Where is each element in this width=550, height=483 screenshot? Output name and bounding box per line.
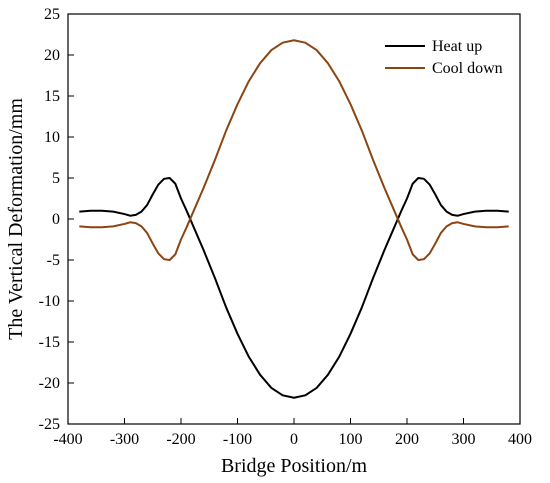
x-tick-label: 400	[508, 431, 532, 448]
y-tick-label: 15	[44, 88, 60, 105]
x-tick-label: 100	[339, 431, 363, 448]
legend-label: Heat up	[432, 38, 482, 55]
x-tick-label: 200	[395, 431, 419, 448]
x-tick-label: -400	[53, 431, 82, 448]
x-tick-label: 0	[290, 431, 298, 448]
y-tick-label: 10	[44, 129, 60, 146]
y-tick-label: -15	[39, 334, 60, 351]
series-line-cool-down	[79, 39, 509, 261]
y-axis-label: The Vertical Deformation/mm	[5, 98, 27, 340]
series-layer	[79, 39, 509, 399]
x-tick-label: -300	[110, 431, 139, 448]
legend-label: Cool down	[432, 60, 503, 77]
y-tick-label: -10	[39, 293, 60, 310]
x-tick-label: -200	[166, 431, 195, 448]
y-tick-label: 25	[44, 6, 60, 23]
y-tick-label: -20	[39, 375, 60, 392]
x-tick-label: -100	[223, 431, 252, 448]
legend: Heat up Cool down	[385, 38, 503, 77]
x-axis-label: Bridge Position/m	[221, 455, 368, 477]
x-tick-label: 300	[452, 431, 476, 448]
y-tick-label: 0	[52, 211, 60, 228]
series-line-heat-up	[79, 177, 509, 399]
plot-frame	[67, 13, 521, 425]
y-tick-label: 5	[52, 170, 60, 187]
y-tick-label: -25	[39, 416, 60, 433]
y-tick-label: 20	[44, 47, 60, 64]
y-tick-label: -5	[47, 252, 60, 269]
